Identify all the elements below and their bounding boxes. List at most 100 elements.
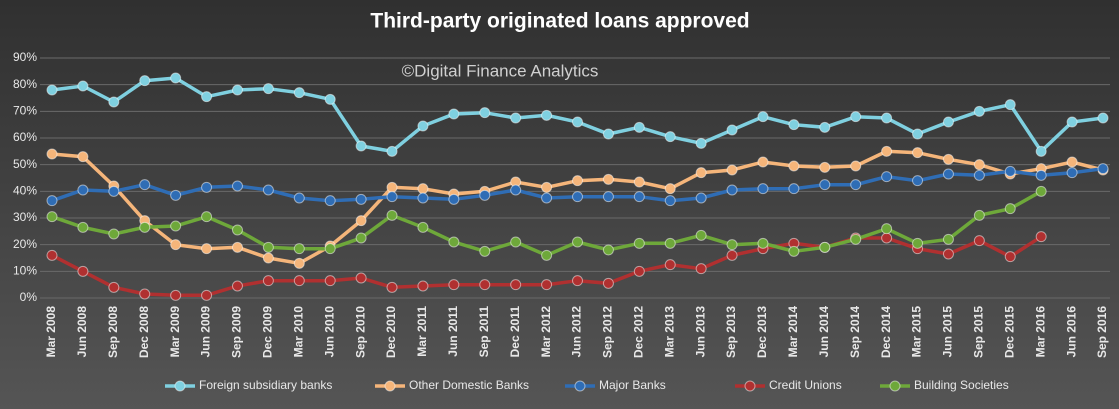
y-tick-label: 50% [13, 157, 37, 171]
x-tick-label: Mar 2015 [910, 306, 924, 358]
marker [602, 277, 614, 289]
legend-marker [174, 380, 186, 392]
legend-marker [744, 380, 756, 392]
x-tick-label: Mar 2009 [168, 306, 182, 358]
marker [788, 183, 800, 195]
marker [324, 93, 336, 105]
y-tick-label: 70% [13, 104, 37, 118]
marker [1035, 145, 1047, 157]
marker [1066, 167, 1078, 179]
marker [942, 153, 954, 165]
marker [788, 245, 800, 257]
marker [726, 164, 738, 176]
marker [170, 239, 182, 251]
marker [201, 211, 213, 223]
marker [386, 209, 398, 221]
marker [231, 224, 243, 236]
marker [942, 248, 954, 260]
marker [231, 241, 243, 253]
marker [695, 229, 707, 241]
x-tick-label: Mar 2010 [291, 306, 305, 358]
marker [324, 243, 336, 255]
legend-marker [889, 380, 901, 392]
marker [479, 279, 491, 291]
x-tick-label: Jun 2013 [693, 306, 707, 358]
x-tick-label: Dec 2008 [137, 306, 151, 358]
x-tick-label: Sep 2010 [353, 306, 367, 358]
marker [479, 107, 491, 119]
marker [726, 249, 738, 261]
marker [633, 237, 645, 249]
marker [1035, 185, 1047, 197]
marker [510, 184, 522, 196]
x-tick-label: Dec 2012 [631, 306, 645, 358]
marker [664, 183, 676, 195]
marker [881, 232, 893, 244]
marker [757, 237, 769, 249]
legend-label: Other Domestic Banks [409, 378, 529, 392]
marker [602, 191, 614, 203]
x-tick-label: Mar 2012 [539, 306, 553, 358]
marker [664, 259, 676, 271]
marker [293, 243, 305, 255]
marker [479, 245, 491, 257]
marker [757, 183, 769, 195]
x-tick-label: Mar 2014 [786, 306, 800, 358]
x-tick-label: Sep 2015 [972, 306, 986, 358]
marker [850, 233, 862, 245]
marker [262, 241, 274, 253]
marker [448, 193, 460, 205]
marker [881, 112, 893, 124]
marker [633, 191, 645, 203]
x-tick-label: Jun 2014 [817, 306, 831, 358]
x-tick-label: Mar 2011 [415, 306, 429, 357]
marker [1004, 99, 1016, 111]
marker [1097, 112, 1109, 124]
marker [417, 120, 429, 132]
marker [510, 236, 522, 248]
marker [541, 249, 553, 261]
marker [912, 128, 924, 140]
marker [541, 109, 553, 121]
marker [819, 241, 831, 253]
marker [386, 181, 398, 193]
x-tick-label: Sep 2008 [106, 306, 120, 358]
x-tick-label: Dec 2015 [1002, 306, 1016, 358]
legend-label: Building Societies [914, 378, 1009, 392]
marker [942, 116, 954, 128]
legend-label: Foreign subsidiary banks [199, 378, 332, 392]
legend-label: Credit Unions [769, 378, 842, 392]
marker [695, 167, 707, 179]
marker [417, 192, 429, 204]
marker [46, 211, 58, 223]
x-tick-label: Jun 2016 [1064, 306, 1078, 358]
marker [881, 145, 893, 157]
marker [201, 243, 213, 255]
marker [448, 108, 460, 120]
marker [46, 148, 58, 160]
marker [973, 169, 985, 181]
x-tick-label: Sep 2009 [230, 306, 244, 358]
marker [726, 184, 738, 196]
x-tick-label: Sep 2013 [724, 306, 738, 358]
marker [46, 84, 58, 96]
marker [942, 233, 954, 245]
marker [912, 237, 924, 249]
x-tick-label: Sep 2014 [848, 306, 862, 358]
y-tick-label: 0% [20, 290, 38, 304]
marker [139, 179, 151, 191]
x-tick-label: Jun 2008 [75, 306, 89, 358]
marker [633, 121, 645, 133]
y-tick-label: 40% [13, 184, 37, 198]
marker [231, 280, 243, 292]
legend-marker [574, 380, 586, 392]
marker [695, 263, 707, 275]
marker [448, 236, 460, 248]
x-tick-label: Mar 2016 [1033, 306, 1047, 358]
y-tick-label: 20% [13, 237, 37, 251]
marker [355, 215, 367, 227]
marker [479, 189, 491, 201]
marker [1066, 156, 1078, 168]
